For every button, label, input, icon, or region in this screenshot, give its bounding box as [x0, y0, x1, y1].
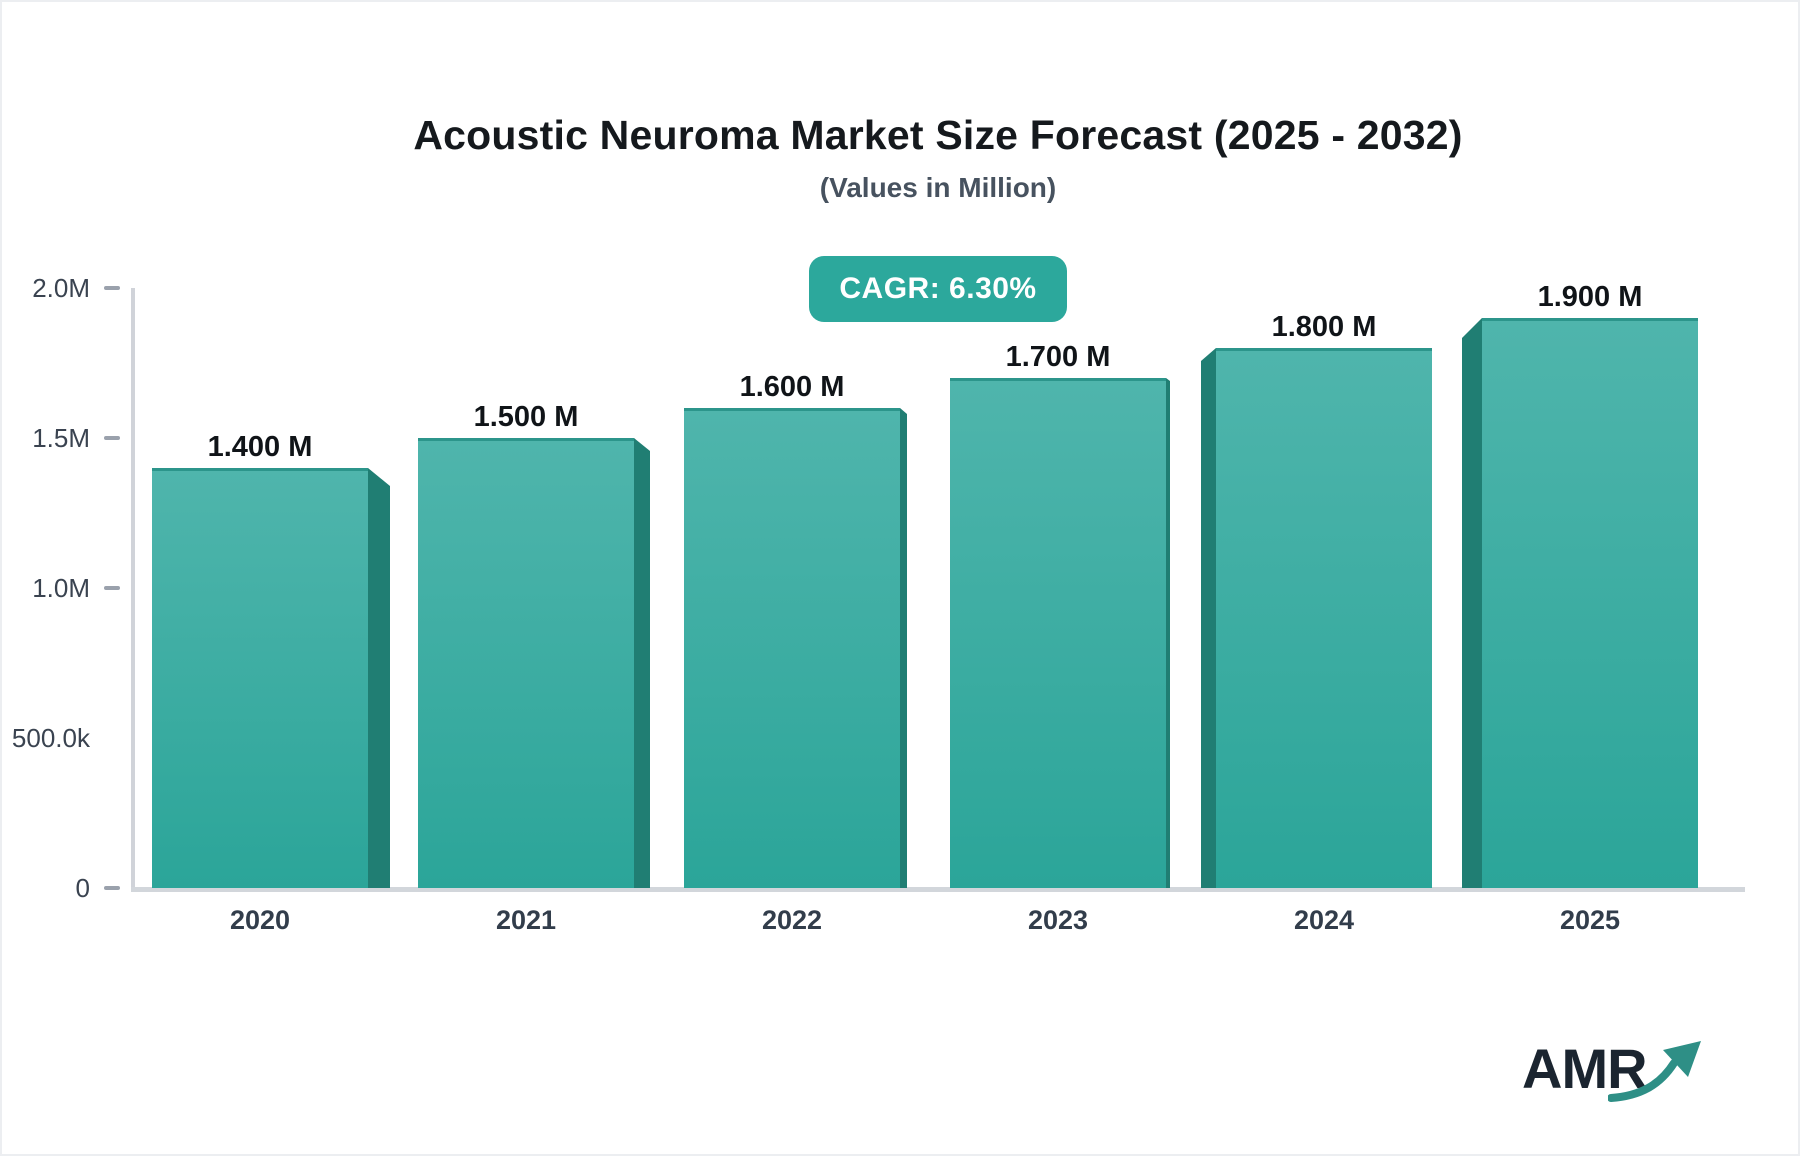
x-tick-label: 2020	[229, 905, 291, 935]
y-tick-dash	[104, 436, 120, 440]
y-tick-label: 2.0M	[32, 273, 90, 303]
y-tick-label: 0	[75, 873, 90, 903]
cagr-badge: CAGR: 6.30%	[809, 256, 1067, 322]
x-axis-line	[131, 887, 1745, 892]
x-tick-label: 2022	[761, 905, 823, 935]
y-tick-dash	[104, 586, 120, 590]
chart-title: Acoustic Neuroma Market Size Forecast (2…	[413, 112, 1463, 158]
bar-value-label: 1.700 M	[1005, 341, 1111, 373]
bar-value-label: 1.900 M	[1537, 281, 1643, 313]
bar-side-face	[1201, 348, 1216, 888]
bar-side-face	[634, 438, 650, 888]
y-tick-label: 500.0k	[11, 723, 90, 753]
x-tick-label: 2024	[1293, 905, 1355, 935]
bar-value-label: 1.500 M	[473, 401, 579, 433]
y-tick-dash	[104, 886, 120, 890]
bar-value-label: 1.800 M	[1271, 311, 1377, 343]
bar-side-face	[368, 468, 390, 888]
amr-logo-text: AMR	[1522, 1037, 1648, 1100]
cagr-badge-label: CAGR: 6.30%	[839, 272, 1037, 305]
y-tick-dash	[104, 286, 120, 290]
bar-value-label: 1.600 M	[739, 371, 845, 403]
x-tick-label: 2021	[495, 905, 557, 935]
bar-value-label: 1.400 M	[207, 431, 313, 463]
bar-side-face	[1166, 378, 1170, 888]
bar-side-face	[1462, 318, 1482, 888]
y-tick-label: 1.0M	[32, 573, 90, 603]
x-tick-label: 2023	[1027, 905, 1089, 935]
bar-face	[1216, 348, 1432, 888]
bar-face	[418, 438, 634, 888]
y-tick-label: 1.5M	[32, 423, 90, 453]
chart-subtitle: (Values in Million)	[819, 172, 1057, 203]
y-axis-line	[131, 288, 135, 888]
bar-face	[152, 468, 368, 888]
bar-face	[1482, 318, 1698, 888]
growth-arrow-icon	[1608, 1041, 1701, 1102]
bar-face	[950, 378, 1166, 888]
bar-side-face	[900, 408, 907, 888]
bar-face	[684, 408, 900, 888]
cagr-badge-row: CAGR: 6.30%	[131, 256, 1745, 322]
x-tick-label: 2025	[1559, 905, 1621, 935]
